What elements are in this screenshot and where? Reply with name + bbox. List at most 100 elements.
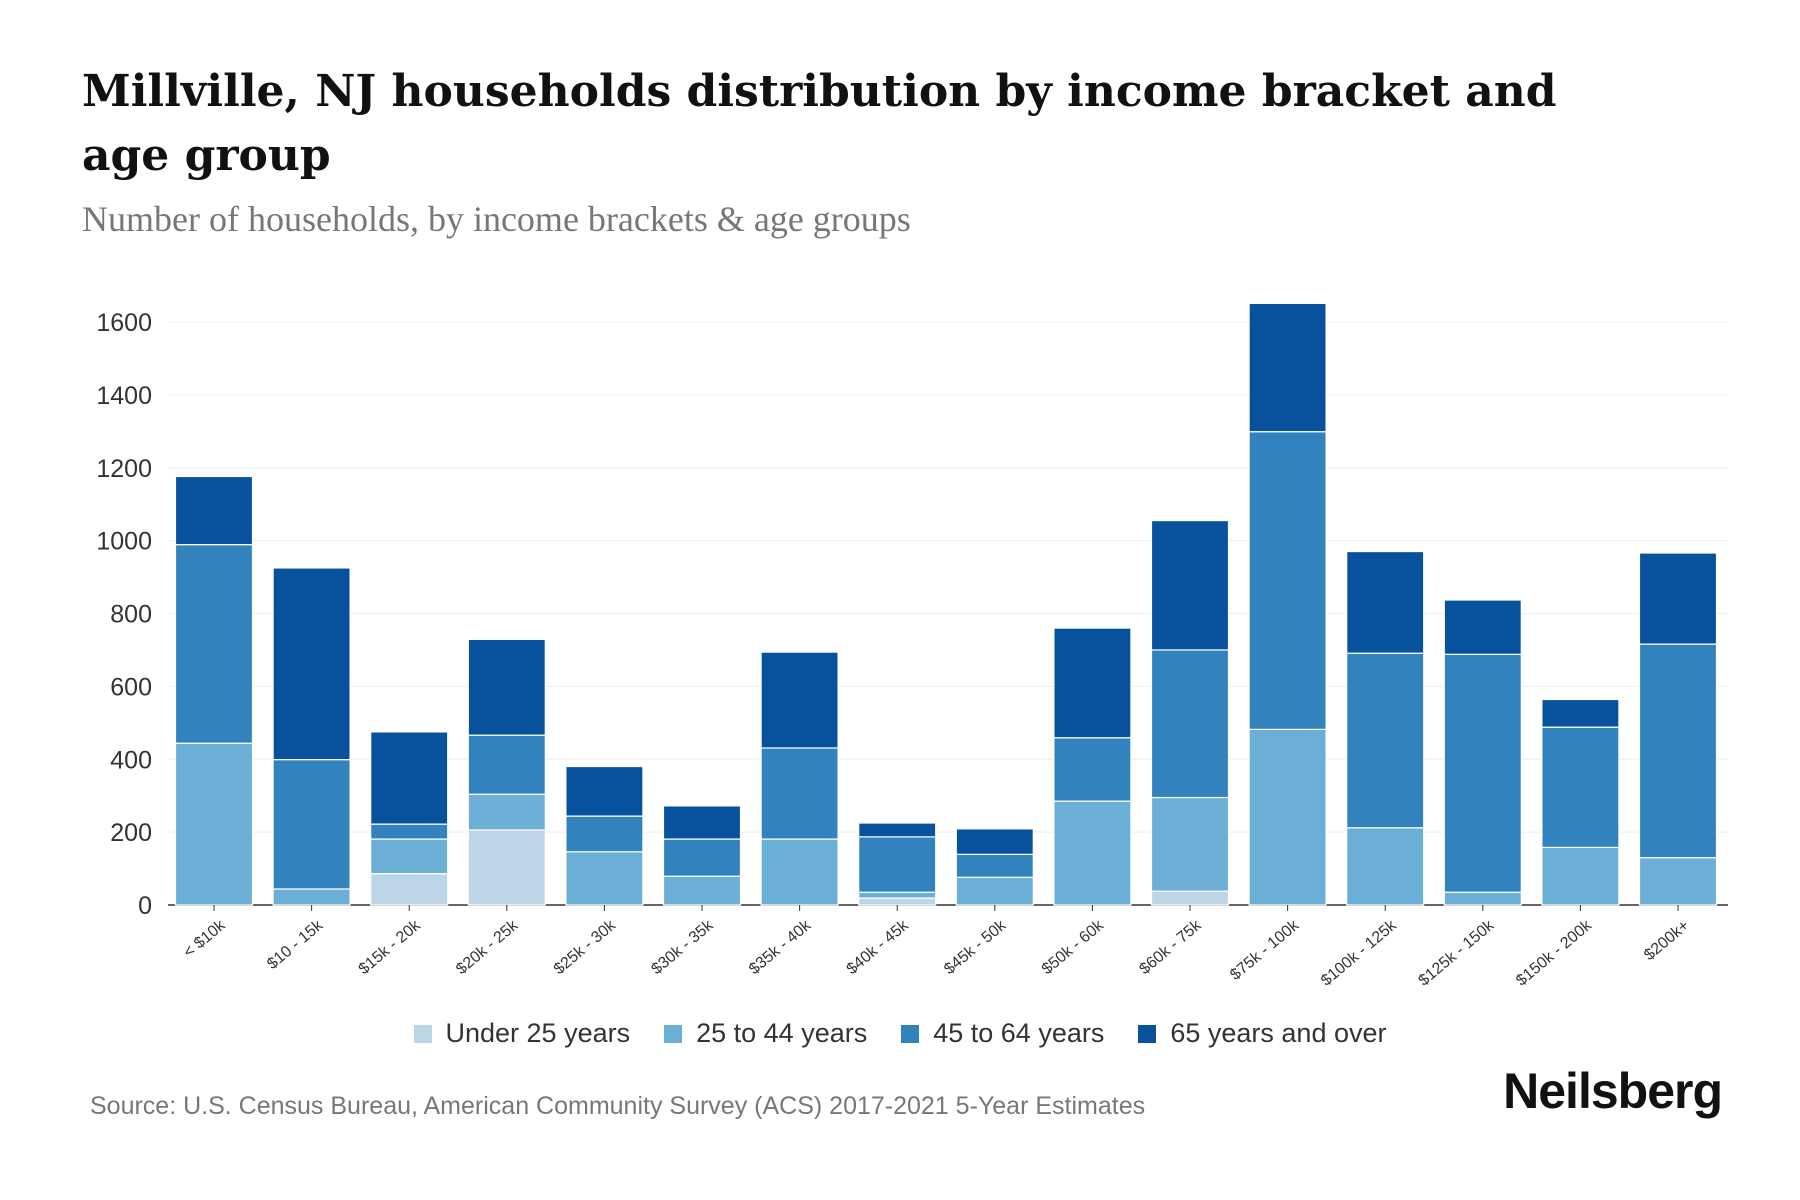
bar-segment-25-to-44-years [1541, 846, 1620, 906]
bar-segment-45-to-64-years [1248, 431, 1327, 730]
bar-segment-under-25-years [858, 897, 937, 906]
x-tick-label: $45k - 50k [941, 916, 1010, 978]
bar-segment-25-to-44-years [370, 838, 449, 875]
bar-segment-45-to-64-years [1053, 737, 1132, 802]
bar-segment-25-to-44-years [1346, 827, 1425, 906]
legend-swatch [664, 1024, 683, 1043]
legend-label: 65 years and over [1170, 1018, 1387, 1048]
bar-segment-25-to-44-years [467, 793, 546, 831]
x-tick-label: $10 - 15k [264, 916, 327, 973]
legend-item: Under 25 years [413, 1018, 631, 1049]
bar-segment-45-to-64-years [174, 544, 254, 744]
x-tick-label: $50k - 60k [1039, 916, 1108, 978]
bars [174, 302, 1718, 906]
x-tick-label: $60k - 75k [1136, 916, 1205, 978]
bar-segment-25-to-44-years [1443, 891, 1522, 906]
bar-segment-25-to-44-years [955, 876, 1034, 906]
bar-stack [1346, 550, 1425, 906]
y-tick-label: 0 [138, 892, 152, 920]
bar-segment-65-years-and-over [565, 765, 644, 817]
bar-segment-25-to-44-years [1638, 857, 1718, 906]
bar-segment-45-to-64-years [662, 838, 742, 877]
chart-title: Millville, NJ households distribution by… [82, 66, 1557, 181]
x-tick-label: $20k - 25k [453, 916, 522, 978]
bar-segment-under-25-years [1150, 890, 1230, 906]
x-tick-label: $25k - 30k [551, 916, 620, 978]
y-tick-label: 200 [110, 819, 152, 847]
bar-segment-45-to-64-years [467, 734, 546, 795]
x-tick-label: $200k+ [1641, 917, 1692, 964]
bar-stack [467, 638, 546, 906]
x-axis-ticks: < $10k $10 - 15k $15k - 20k $20k - 25k $25k … [181, 905, 1693, 990]
bar-segment-25-to-44-years [565, 851, 644, 906]
legend-label: 45 to 64 years [933, 1018, 1105, 1048]
source-note: Source: U.S. Census Bureau, American Com… [90, 1092, 1146, 1120]
bar-segment-25-to-44-years [1053, 800, 1132, 906]
bar-segment-45-to-64-years [955, 853, 1034, 878]
bar-segment-45-to-64-years [1541, 726, 1620, 849]
legend-label: 25 to 44 years [696, 1018, 868, 1048]
bar-segment-25-to-44-years [858, 891, 937, 899]
bar-stack [272, 567, 351, 906]
bar-segment-65-years-and-over [1443, 599, 1522, 655]
bar-stack [565, 765, 644, 906]
x-tick-label: $40k - 45k [844, 916, 913, 978]
bar-segment-65-years-and-over [662, 805, 742, 840]
bar-segment-65-years-and-over [1248, 302, 1327, 433]
bar-segment-65-years-and-over [1638, 552, 1718, 645]
bar-segment-25-to-44-years [1150, 796, 1230, 892]
bar-stack [1150, 519, 1230, 906]
bar-segment-25-to-44-years [174, 742, 254, 906]
y-tick-label: 400 [110, 746, 152, 774]
x-tick-label: $30k - 35k [648, 916, 717, 978]
bar-segment-45-to-64-years [1346, 652, 1425, 829]
y-axis-ticks: 0 200 400 600 800 1000 1200 1400 1600 [96, 309, 152, 920]
bar-segment-45-to-64-years [272, 759, 351, 890]
bar-segment-65-years-and-over [174, 475, 254, 546]
x-tick-label: $75k - 100k [1227, 916, 1303, 983]
bar-stack [858, 822, 937, 906]
bar-segment-45-to-64-years [1443, 653, 1522, 893]
bar-segment-45-to-64-years [1150, 649, 1230, 799]
bar-segment-45-to-64-years [858, 836, 937, 893]
bar-segment-45-to-64-years [565, 815, 644, 853]
bar-segment-45-to-64-years [370, 823, 449, 840]
x-tick-label: $35k - 40k [746, 916, 815, 978]
legend-swatch [413, 1024, 432, 1043]
bar-stack [174, 475, 254, 906]
chart-subtitle: Number of households, by income brackets… [82, 199, 911, 239]
bar-segment-25-to-44-years [1248, 728, 1327, 906]
bar-segment-25-to-44-years [662, 875, 742, 906]
bar-segment-45-to-64-years [760, 747, 839, 840]
y-tick-label: 1400 [96, 382, 152, 410]
bar-segment-25-to-44-years [760, 838, 839, 906]
x-tick-label: $150k - 200k [1513, 916, 1596, 989]
bar-segment-65-years-and-over [1150, 519, 1230, 651]
brand-logo: Neilsberg [1503, 1063, 1723, 1119]
x-tick-label: $125k - 150k [1416, 916, 1499, 989]
x-tick-label: < $10k [181, 916, 230, 961]
x-tick-label: $100k - 125k [1318, 916, 1401, 989]
legend-label: Under 25 years [445, 1018, 631, 1048]
y-tick-label: 1200 [96, 455, 152, 483]
bar-segment-65-years-and-over [955, 828, 1034, 855]
y-tick-label: 800 [110, 601, 152, 629]
legend-swatch [1138, 1024, 1157, 1043]
bar-segment-65-years-and-over [1346, 550, 1425, 654]
bar-segment-65-years-and-over [1541, 698, 1620, 728]
legend-item: 65 years and over [1138, 1018, 1387, 1049]
bar-stack [1248, 302, 1327, 906]
bar-segment-65-years-and-over [272, 567, 351, 761]
bar-stack [1443, 599, 1522, 906]
bar-segment-65-years-and-over [467, 638, 546, 736]
bar-segment-65-years-and-over [370, 731, 449, 825]
bar-stack [1638, 552, 1718, 906]
bar-segment-under-25-years [370, 873, 449, 906]
bar-stack [370, 731, 449, 906]
y-tick-label: 1600 [96, 309, 152, 337]
bar-stack [1541, 698, 1620, 906]
bar-stack [1053, 627, 1132, 906]
y-tick-label: 600 [110, 673, 152, 701]
bar-segment-under-25-years [467, 829, 546, 906]
legend-swatch [901, 1024, 920, 1043]
